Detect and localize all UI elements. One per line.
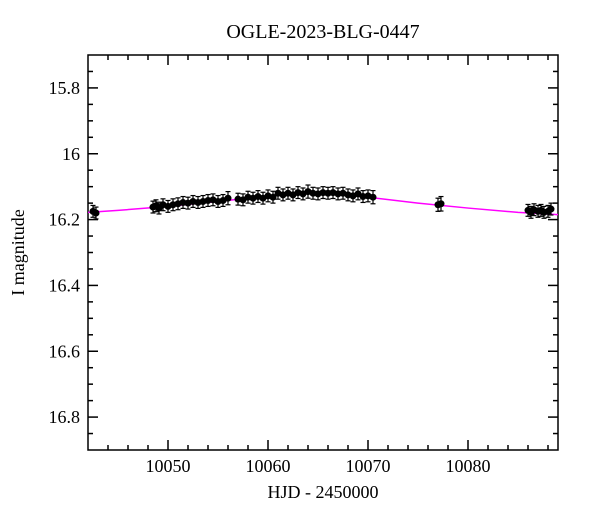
svg-text:10050: 10050 [146, 456, 191, 476]
svg-text:10080: 10080 [446, 456, 491, 476]
svg-text:15.8: 15.8 [49, 78, 81, 98]
chart-title: OGLE-2023-BLG-0447 [226, 21, 419, 43]
chart-container: 10050 10060 10070 10080 15.8 16 16.2 16.4 16.6 16… [0, 0, 600, 512]
svg-text:16.2: 16.2 [49, 210, 81, 230]
svg-text:16: 16 [62, 144, 80, 164]
x-axis-label: HJD - 2450000 [268, 482, 379, 502]
svg-text:16.6: 16.6 [49, 341, 81, 361]
svg-text:10060: 10060 [246, 456, 291, 476]
svg-text:10070: 10070 [346, 456, 391, 476]
y-axis-label: I magnitude [8, 209, 28, 295]
light-curve-chart: 10050 10060 10070 10080 15.8 16 16.2 16.4 16.6 16… [0, 0, 600, 512]
svg-text:16.8: 16.8 [49, 407, 81, 427]
svg-text:16.4: 16.4 [49, 275, 81, 295]
